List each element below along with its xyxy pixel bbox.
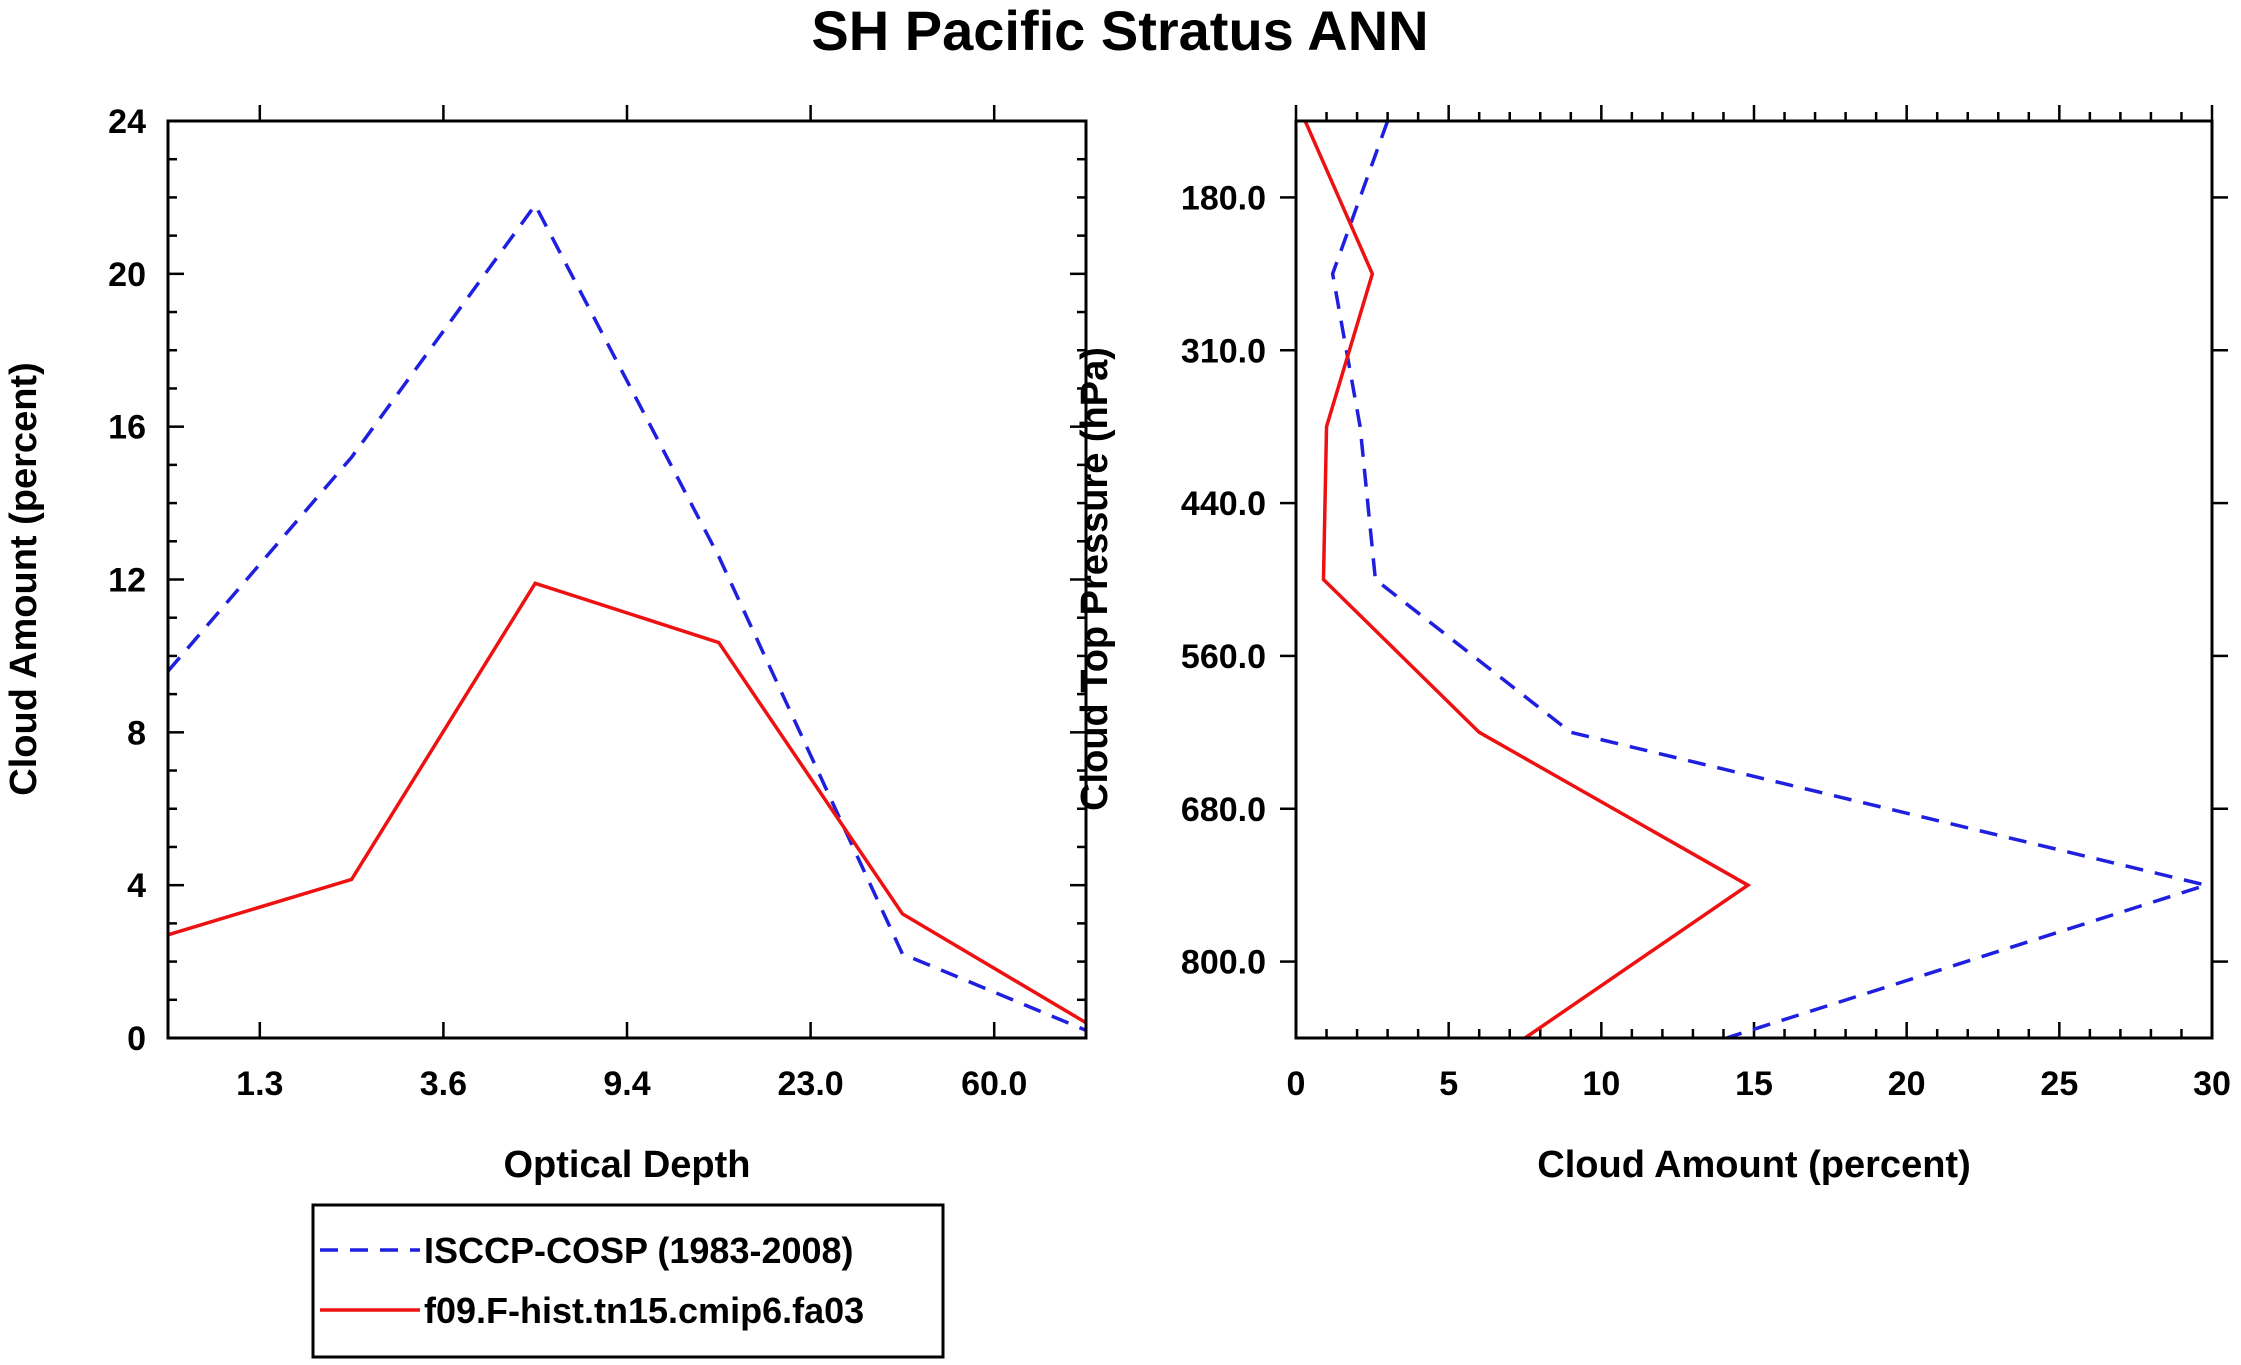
left-x-tick-label: 9.4 — [603, 1065, 650, 1103]
right-y-tick-label: 680.0 — [1181, 791, 1266, 829]
left-series-line-model — [167, 581, 1087, 1025]
left-plot-frame — [166, 119, 1088, 1040]
right-x-tick-label: 20 — [1888, 1065, 1926, 1103]
right-x-tick-label: 10 — [1582, 1065, 1620, 1103]
left-y-tick-label: 20 — [108, 256, 146, 294]
left-x-axis-label: Optical Depth — [503, 1144, 750, 1186]
legend-label-model: f09.F-hist.tn15.cmip6.fa03 — [424, 1290, 864, 1331]
left-x-tick-label: 1.3 — [236, 1065, 283, 1103]
right-plot-frame — [1294, 119, 2214, 1040]
right-x-tick-label: 15 — [1735, 1065, 1773, 1103]
left-panel-optical-depth: 0 4 8 12 16 20 24 1.3 3.6 9.4 23.0 60.0 Optical Dep… — [3, 103, 1088, 1186]
right-series-line-obs — [1330, 120, 2213, 1040]
left-x-tick-label: 60.0 — [961, 1065, 1027, 1103]
right-x-tick-label: 5 — [1439, 1065, 1458, 1103]
right-x-tick-label: 25 — [2040, 1065, 2078, 1103]
left-y-tick-label: 0 — [127, 1020, 146, 1058]
left-y-tick-label: 4 — [127, 867, 146, 905]
left-x-tick-label: 3.6 — [420, 1065, 467, 1103]
right-y-tick-label: 310.0 — [1181, 332, 1266, 370]
legend: ISCCP-COSP (1983-2008) f09.F-hist.tn15.c… — [311, 1203, 945, 1359]
left-y-tick-label: 12 — [108, 562, 146, 600]
right-x-axis-label: Cloud Amount (percent) — [1537, 1144, 1970, 1186]
right-x-tick-label: 0 — [1287, 1065, 1306, 1103]
left-y-tick-label: 16 — [108, 409, 146, 447]
chart-title: SH Pacific Stratus ANN — [811, 0, 1428, 62]
right-y-tick-label: 440.0 — [1181, 485, 1266, 523]
right-x-tick-label: 30 — [2193, 1065, 2231, 1103]
right-y-tick-label: 180.0 — [1181, 179, 1266, 217]
left-series-line-obs — [166, 201, 1087, 1032]
right-panel-cloud-top-pressure: 0 5 10 15 20 25 30 180.0 310.0 440.0 560.0 680.0 800… — [1074, 105, 2231, 1186]
left-y-tick-label: 8 — [127, 714, 146, 752]
left-y-axis-label: Cloud Amount (percent) — [3, 362, 45, 795]
right-y-tick-label: 560.0 — [1181, 638, 1266, 676]
right-y-tick-label: 800.0 — [1181, 944, 1266, 982]
legend-label-obs: ISCCP-COSP (1983-2008) — [424, 1230, 854, 1271]
left-y-tick-label: 24 — [108, 103, 146, 141]
right-series-line-model — [1303, 120, 1752, 1040]
right-y-axis-label: Cloud Top Pressure (hPa) — [1074, 347, 1116, 811]
legend-box — [311, 1203, 945, 1359]
left-x-tick-label: 23.0 — [778, 1065, 844, 1103]
